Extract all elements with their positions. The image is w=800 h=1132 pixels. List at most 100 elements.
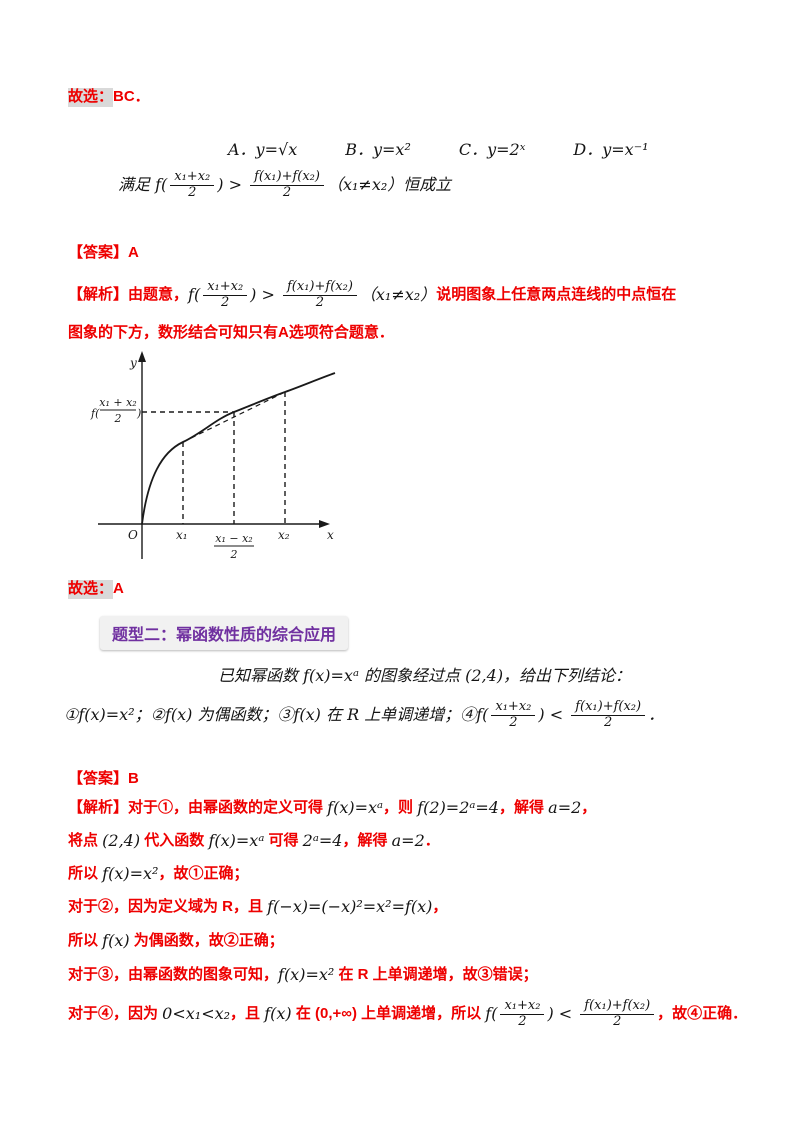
power-function-graph: y x O x₁ x₂ x₁ − x₂ 2 f( x₁ + x₂ 2 ): [90, 345, 340, 573]
answer-text: 为偶函数，故②正确；: [129, 931, 284, 949]
answer-text: ，故④正确．: [657, 1005, 748, 1023]
math-text: 已知幂函数 f(x)=xᵃ 的图象经过点 (2,4)，给出下列结论：: [218, 666, 632, 685]
math-text: （x₁≠x₂）恒成立: [326, 175, 452, 195]
question1-condition: 满足 f(x₁+x₂ 2) > f(x₁)+f(x₂) 2 （x₁≠x₂）恒成立: [118, 169, 452, 201]
answer-text: 【解析】由题意，: [68, 286, 189, 304]
answer-text: A: [113, 580, 124, 597]
math-text: f(2)=2ᵃ=4: [417, 798, 499, 817]
x-axis-label: x: [327, 528, 334, 542]
answer-text: 所以: [68, 931, 103, 949]
graph-svg: y x O x₁ x₂ x₁ − x₂ 2 f( x₁ + x₂ 2 ): [90, 351, 336, 561]
math-text: f(: [485, 1004, 498, 1024]
y-axis-arrow: [138, 351, 146, 362]
question2-items: ①f(x)=x²；②f(x) 为偶函数；③f(x) 在 R 上单调递增；④f(x…: [64, 699, 665, 731]
math-text: f(x)=x²: [102, 864, 159, 883]
mid-tick-numerator: x₁ − x₂: [215, 532, 252, 545]
math-fraction: f(x₁)+f(x₂) 2: [580, 998, 655, 1030]
answer-text: ，: [581, 798, 597, 816]
math-fraction: f(x₁)+f(x₂) 2: [571, 699, 646, 731]
analysis-2-line-1: 【解析】对于①，由幂函数的定义可得 f(x)=xᵃ ，则 f(2)=2ᵃ=4 ，解得…: [68, 798, 596, 818]
math-text: ．: [648, 705, 665, 725]
question2-stem: 已知幂函数 f(x)=xᵃ 的图象经过点 (2,4)，给出下列结论：: [218, 666, 631, 686]
answer-text: BC．: [113, 88, 150, 105]
math-text: f(x)=xᵃ: [327, 798, 384, 817]
math-text: a=2: [391, 831, 425, 850]
math-fraction: f(x₁)+f(x₂) 2: [283, 279, 357, 311]
math-fraction: f(x₁)+f(x₂) 2: [250, 169, 324, 201]
answer-text: 【答案】B: [68, 770, 139, 787]
math-text: 0<x₁<x₂: [162, 1004, 231, 1024]
analysis-2-line-2: 将点 (2,4) 代入函数 f(x)=xᵃ 可得 2ᵃ=4 ，解得 a=2 ．: [68, 831, 440, 851]
analysis-2-line-4: 对于②，因为定义域为 R，且 f(−x)=(−x)²=x²=f(x)，: [68, 897, 447, 917]
math-text: a=2: [548, 798, 582, 817]
math-text: (2,4): [102, 831, 141, 850]
math-fraction: x₁+x₂ 2: [203, 279, 248, 311]
answer-text: ，且: [230, 1005, 265, 1023]
analysis-1-line-2: 图象的下方，数形结合可知只有A选项符合题意．: [68, 324, 394, 343]
answer-text: ，则: [383, 798, 418, 816]
analysis-2-line-6: 对于③，由幂函数的图象可知， f(x)=x² 在 R 上单调递增，故③错误；: [68, 965, 538, 985]
analysis-2-line-5: 所以 f(x) 为偶函数，故②正确；: [68, 931, 284, 951]
math-text: ) <: [547, 1004, 578, 1024]
answer-text: 所以: [68, 864, 103, 882]
sqrt-curve: [141, 372, 336, 525]
answer-text: 将点: [68, 831, 103, 849]
math-text: （x₁≠x₂）: [359, 285, 437, 305]
x2-tick-label: x₂: [278, 528, 290, 542]
answer-text: 图象的下方，数形结合可知只有A选项符合题意．: [68, 324, 394, 341]
answer-label-2: 【答案】B: [68, 770, 139, 789]
math-fraction: x₁+x₂ 2: [170, 169, 215, 201]
answer-text: 对于②，因为定义域为 R，且: [68, 897, 268, 915]
question1-options: A．y=√x B．y=x² C．y=2ˣ D．y=x⁻¹: [228, 140, 649, 160]
choice-answer-prev: 故选： BC．: [68, 88, 150, 107]
math-text: 满足 f(: [118, 175, 168, 195]
fmid-label-denominator: 2: [114, 412, 122, 425]
answer-text: 在 R 上单调递增，故③错误；: [334, 965, 538, 983]
math-text: ) <: [538, 705, 569, 725]
fmid-label-close: ): [136, 407, 141, 420]
math-fraction: x₁+x₂ 2: [491, 699, 536, 731]
choice-answer-1: 故选： A: [68, 580, 124, 599]
math-text: f(x)=xᵃ: [208, 831, 265, 850]
math-text: 2ᵃ=4: [302, 831, 343, 850]
answer-text: 【答案】A: [68, 244, 139, 261]
x1-tick-label: x₁: [176, 528, 188, 542]
answer-text: ，解得: [342, 831, 392, 849]
analysis-2-line-3: 所以 f(x)=x² ，故①正确；: [68, 864, 248, 884]
fmid-label-open: f(: [90, 407, 100, 420]
answer-text: ，故①正确；: [158, 864, 249, 882]
answer-text: ，: [432, 897, 448, 915]
analysis-1-line-1: 【解析】由题意， f(x₁+x₂ 2) > f(x₁)+f(x₂) 2 （x₁≠x₂）说…: [68, 279, 677, 311]
math-text: f(: [188, 285, 201, 305]
math-text: f(x): [102, 931, 130, 950]
fmid-label-numerator: x₁ + x₂: [99, 396, 136, 409]
math-text: ) >: [217, 175, 248, 195]
math-text: f(x): [264, 1004, 292, 1024]
answer-text: 对于④，因为: [68, 1005, 163, 1023]
answer-text: 故选：: [68, 88, 114, 107]
math-text: ①f(x)=x²；②f(x) 为偶函数；③f(x) 在 R 上单调递增；④f(: [64, 705, 489, 725]
y-axis-label: y: [129, 356, 137, 370]
analysis-2-line-7: 对于④，因为 0<x₁<x₂ ，且 f(x) 在 (0,+∞) 上单调递增，所以 …: [68, 998, 748, 1030]
mid-tick-denominator: 2: [230, 548, 238, 561]
math-text: ) >: [250, 285, 280, 305]
answer-text: 说明图象上任意两点连线的中点恒在: [436, 286, 677, 304]
dashed-chord: [182, 391, 286, 443]
answer-text: ．: [424, 831, 440, 849]
answer-text: 【解析】对于①，由幂函数的定义可得: [68, 798, 328, 816]
answer-text: 对于③，由幂函数的图象可知，: [68, 965, 279, 983]
answer-text: 代入函数: [140, 831, 209, 849]
answer-text: 可得: [264, 831, 303, 849]
math-text: f(x)=x²: [278, 965, 335, 984]
math-text: A．y=√x B．y=x² C．y=2ˣ D．y=x⁻¹: [228, 140, 649, 159]
answer-label-1: 【答案】A: [68, 244, 139, 263]
answer-text: 在 (0,+∞) 上单调递增，所以: [291, 1005, 486, 1023]
math-text: f(−x)=(−x)²=x²=f(x): [267, 897, 433, 916]
x-axis-arrow: [319, 520, 330, 528]
answer-text: 故选：: [68, 580, 114, 599]
math-fraction: x₁+x₂ 2: [500, 998, 545, 1030]
origin-label: O: [128, 528, 138, 542]
topic-banner: 题型二：幂函数性质的综合应用: [100, 616, 349, 650]
answer-text: ，解得: [498, 798, 549, 816]
